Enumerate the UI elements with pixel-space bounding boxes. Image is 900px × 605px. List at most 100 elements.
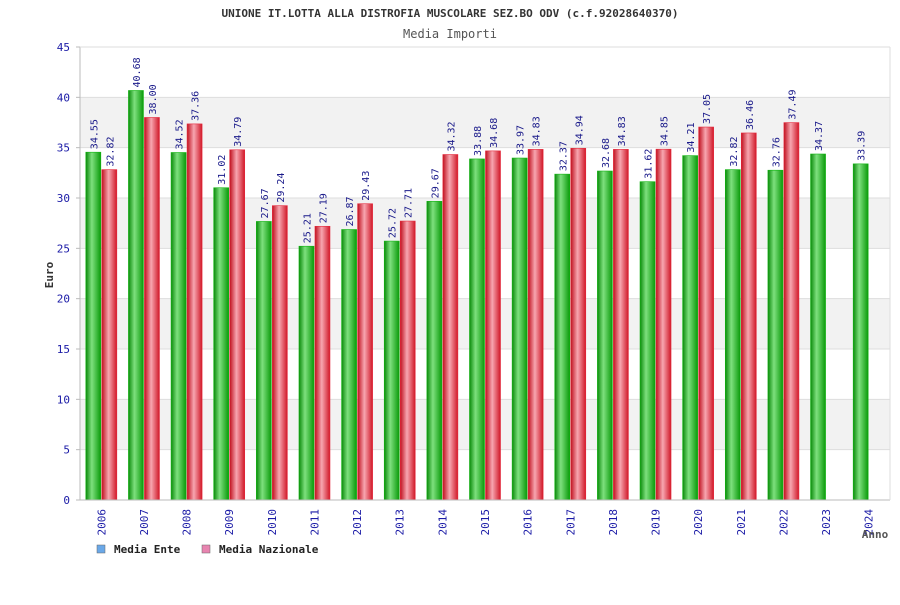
bar-media-nazionale-2007 bbox=[144, 117, 160, 501]
bar-media-nazionale-2009 bbox=[229, 149, 246, 501]
data-label-2008-nazionale: 37.36 bbox=[191, 91, 202, 121]
data-label-2007-nazionale: 38.00 bbox=[148, 84, 159, 114]
y-tick-label: 5 bbox=[63, 444, 70, 457]
y-axis-label: Euro bbox=[43, 261, 56, 288]
bar-media-ente-2006 bbox=[85, 151, 102, 501]
x-tick-label-2015: 2015 bbox=[479, 509, 492, 536]
x-tick-label-2007: 2007 bbox=[138, 509, 151, 536]
data-label-2009-nazionale: 34.79 bbox=[233, 117, 244, 147]
data-label-2016-nazionale: 34.83 bbox=[532, 116, 543, 146]
data-label-2009-ente: 31.02 bbox=[217, 155, 228, 185]
bar-media-nazionale-2013 bbox=[399, 220, 416, 501]
data-label-2010-ente: 27.67 bbox=[260, 188, 271, 218]
bar-media-ente-2017 bbox=[554, 173, 571, 501]
bar-media-ente-2010 bbox=[256, 221, 272, 501]
bar-media-nazionale-2021 bbox=[740, 132, 757, 501]
data-label-2020-ente: 34.21 bbox=[686, 123, 697, 153]
x-axis-label: Anno bbox=[862, 528, 889, 541]
bars bbox=[85, 90, 869, 501]
data-label-2023-ente: 34.37 bbox=[814, 121, 825, 151]
y-tick-label: 35 bbox=[57, 142, 70, 155]
bar-media-nazionale-2010 bbox=[272, 205, 288, 501]
bar-media-nazionale-2019 bbox=[655, 148, 672, 501]
bar-media-ente-2013 bbox=[383, 240, 400, 501]
data-label-2006-nazionale: 32.82 bbox=[105, 137, 116, 167]
data-label-2022-ente: 32.76 bbox=[771, 137, 782, 167]
x-tick-label-2016: 2016 bbox=[522, 509, 535, 536]
x-tick-label-2019: 2019 bbox=[650, 509, 663, 536]
bar-media-ente-2019 bbox=[639, 181, 656, 501]
bar-media-nazionale-2011 bbox=[314, 225, 331, 501]
x-tick-label-2006: 2006 bbox=[95, 509, 108, 536]
data-label-2013-ente: 25.72 bbox=[388, 208, 399, 238]
data-label-2015-ente: 33.88 bbox=[473, 126, 484, 156]
bar-media-ente-2008 bbox=[170, 152, 187, 501]
data-label-2010-nazionale: 29.24 bbox=[276, 173, 287, 203]
x-tick-label-2020: 2020 bbox=[692, 509, 705, 536]
x-tick-label-2023: 2023 bbox=[820, 509, 833, 536]
bar-media-nazionale-2016 bbox=[527, 149, 544, 501]
data-label-2018-ente: 32.68 bbox=[601, 138, 612, 168]
bar-media-nazionale-2006 bbox=[101, 169, 118, 501]
bar-media-ente-2011 bbox=[298, 245, 315, 501]
bar-media-ente-2021 bbox=[724, 169, 741, 501]
bar-media-ente-2024 bbox=[852, 163, 869, 501]
bar-media-ente-2023 bbox=[810, 153, 826, 501]
data-label-2012-ente: 26.87 bbox=[345, 196, 356, 226]
y-tick-label: 45 bbox=[57, 41, 70, 54]
bar-media-nazionale-2018 bbox=[613, 149, 629, 501]
data-label-2017-ente: 32.37 bbox=[558, 141, 569, 171]
data-label-2020-nazionale: 37.05 bbox=[702, 94, 713, 124]
data-label-2014-nazionale: 34.32 bbox=[446, 121, 457, 151]
legend-swatch-media-nazionale bbox=[201, 544, 211, 554]
x-tick-label-2010: 2010 bbox=[266, 509, 279, 536]
legend-label-media-ente: Media Ente bbox=[114, 543, 181, 556]
x-tick-labels: 2006 2007 2008 2009 2010 2011 2012 2013 2014 2015… bbox=[95, 509, 875, 536]
x-tick-label-2024: 2024 bbox=[863, 509, 876, 536]
data-label-2021-nazionale: 36.46 bbox=[745, 100, 756, 130]
data-label-2019-ente: 31.62 bbox=[644, 149, 655, 179]
y-tick-label: 0 bbox=[63, 494, 70, 507]
bar-media-nazionale-2022 bbox=[783, 122, 800, 501]
data-label-2006-ente: 34.55 bbox=[89, 119, 100, 149]
x-tick-label-2012: 2012 bbox=[351, 509, 364, 536]
bar-media-ente-2009 bbox=[213, 187, 230, 501]
bar-media-nazionale-2012 bbox=[357, 203, 373, 501]
chart-title: UNIONE IT.LOTTA ALLA DISTROFIA MUSCOLARE… bbox=[222, 7, 679, 20]
x-tick-label-2011: 2011 bbox=[308, 509, 321, 536]
legend-label-media-nazionale: Media Nazionale bbox=[219, 543, 319, 556]
bar-media-ente-2018 bbox=[597, 170, 613, 501]
data-label-2012-nazionale: 29.43 bbox=[361, 171, 372, 201]
data-label-2022-nazionale: 37.49 bbox=[787, 89, 798, 119]
y-tick-label: 15 bbox=[57, 343, 70, 356]
x-tick-label-2014: 2014 bbox=[436, 509, 449, 536]
bar-media-ente-2012 bbox=[341, 229, 357, 501]
bar-media-nazionale-2015 bbox=[485, 150, 501, 501]
data-label-2016-ente: 33.97 bbox=[516, 125, 527, 155]
bar-media-nazionale-2020 bbox=[698, 126, 714, 501]
x-tick-label-2022: 2022 bbox=[777, 509, 790, 536]
x-tick-label-2017: 2017 bbox=[564, 509, 577, 536]
data-label-2019-nazionale: 34.85 bbox=[660, 116, 671, 146]
bar-media-ente-2022 bbox=[767, 169, 784, 501]
data-label-2008-ente: 34.52 bbox=[175, 119, 186, 149]
bar-media-ente-2014 bbox=[426, 201, 443, 501]
data-label-2015-nazionale: 34.68 bbox=[489, 118, 500, 148]
x-tick-label-2021: 2021 bbox=[735, 509, 748, 536]
x-tick-label-2008: 2008 bbox=[181, 509, 194, 536]
data-labels: 34.55 32.82 40.68 38.00 34.52 37.36 31.02 34.79… bbox=[89, 57, 867, 243]
bar-media-nazionale-2017 bbox=[570, 147, 587, 501]
data-label-2011-nazionale: 27.19 bbox=[318, 193, 329, 223]
data-label-2007-ente: 40.68 bbox=[132, 57, 143, 87]
chart-subtitle: Media Importi bbox=[403, 27, 497, 41]
y-tick-label: 25 bbox=[57, 242, 70, 255]
bar-media-ente-2016 bbox=[511, 157, 528, 501]
x-tick-label-2018: 2018 bbox=[607, 509, 620, 536]
legend-swatch-media-ente bbox=[96, 544, 106, 554]
data-label-2024-ente: 33.39 bbox=[857, 131, 868, 161]
x-tick-label-2013: 2013 bbox=[394, 509, 407, 536]
data-label-2017-nazionale: 34.94 bbox=[574, 115, 585, 145]
data-label-2014-ente: 29.67 bbox=[430, 168, 441, 198]
y-tick-label: 10 bbox=[57, 393, 70, 406]
